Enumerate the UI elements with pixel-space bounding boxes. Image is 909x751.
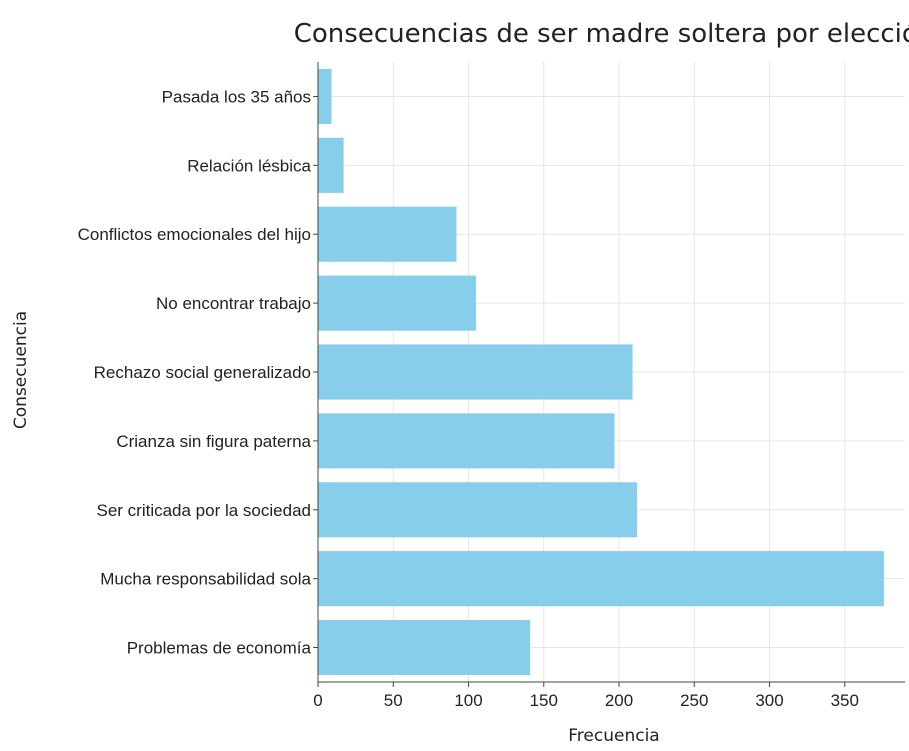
y-axis-label: Consecuencia: [11, 311, 31, 429]
chart-title: Consecuencias de ser madre soltera por e…: [294, 19, 909, 49]
x-axis-label: Frecuencia: [568, 726, 659, 746]
bar: [318, 413, 615, 469]
axes: [313, 62, 905, 687]
category-label: Ser criticada por la sociedad: [96, 501, 311, 520]
category-label: Conflictos emocionales del hijo: [78, 225, 311, 244]
category-label: Problemas de economía: [127, 639, 312, 658]
category-label: Relación lésbica: [187, 156, 311, 175]
x-tick-label: 250: [680, 691, 708, 710]
x-tick-label: 100: [454, 691, 482, 710]
category-labels: Problemas de economía Mucha responsabilid…: [78, 87, 312, 657]
category-label: Crianza sin figura paterna: [116, 432, 311, 451]
bar: [318, 68, 332, 124]
category-label: No encontrar trabajo: [156, 294, 311, 313]
category-label: Pasada los 35 años: [162, 87, 311, 106]
bar: [318, 206, 457, 262]
bar: [318, 482, 638, 538]
category-label: Mucha responsabilidad sola: [100, 570, 311, 589]
bar: [318, 551, 884, 607]
category-label: Rechazo social generalizado: [94, 363, 311, 382]
x-tick-label: 0: [313, 691, 322, 710]
bar: [318, 137, 344, 193]
bars-group: [318, 68, 884, 676]
x-tick-label: 200: [605, 691, 633, 710]
x-tick-label: 350: [831, 691, 859, 710]
x-tick-label: 300: [755, 691, 783, 710]
bar: [318, 275, 477, 331]
x-tick-label: 50: [384, 691, 403, 710]
bar: [318, 620, 531, 676]
bar: [318, 344, 633, 400]
x-tick-labels: 0 50 100 150 200 250 300 350: [313, 691, 859, 710]
x-tick-label: 150: [530, 691, 558, 710]
